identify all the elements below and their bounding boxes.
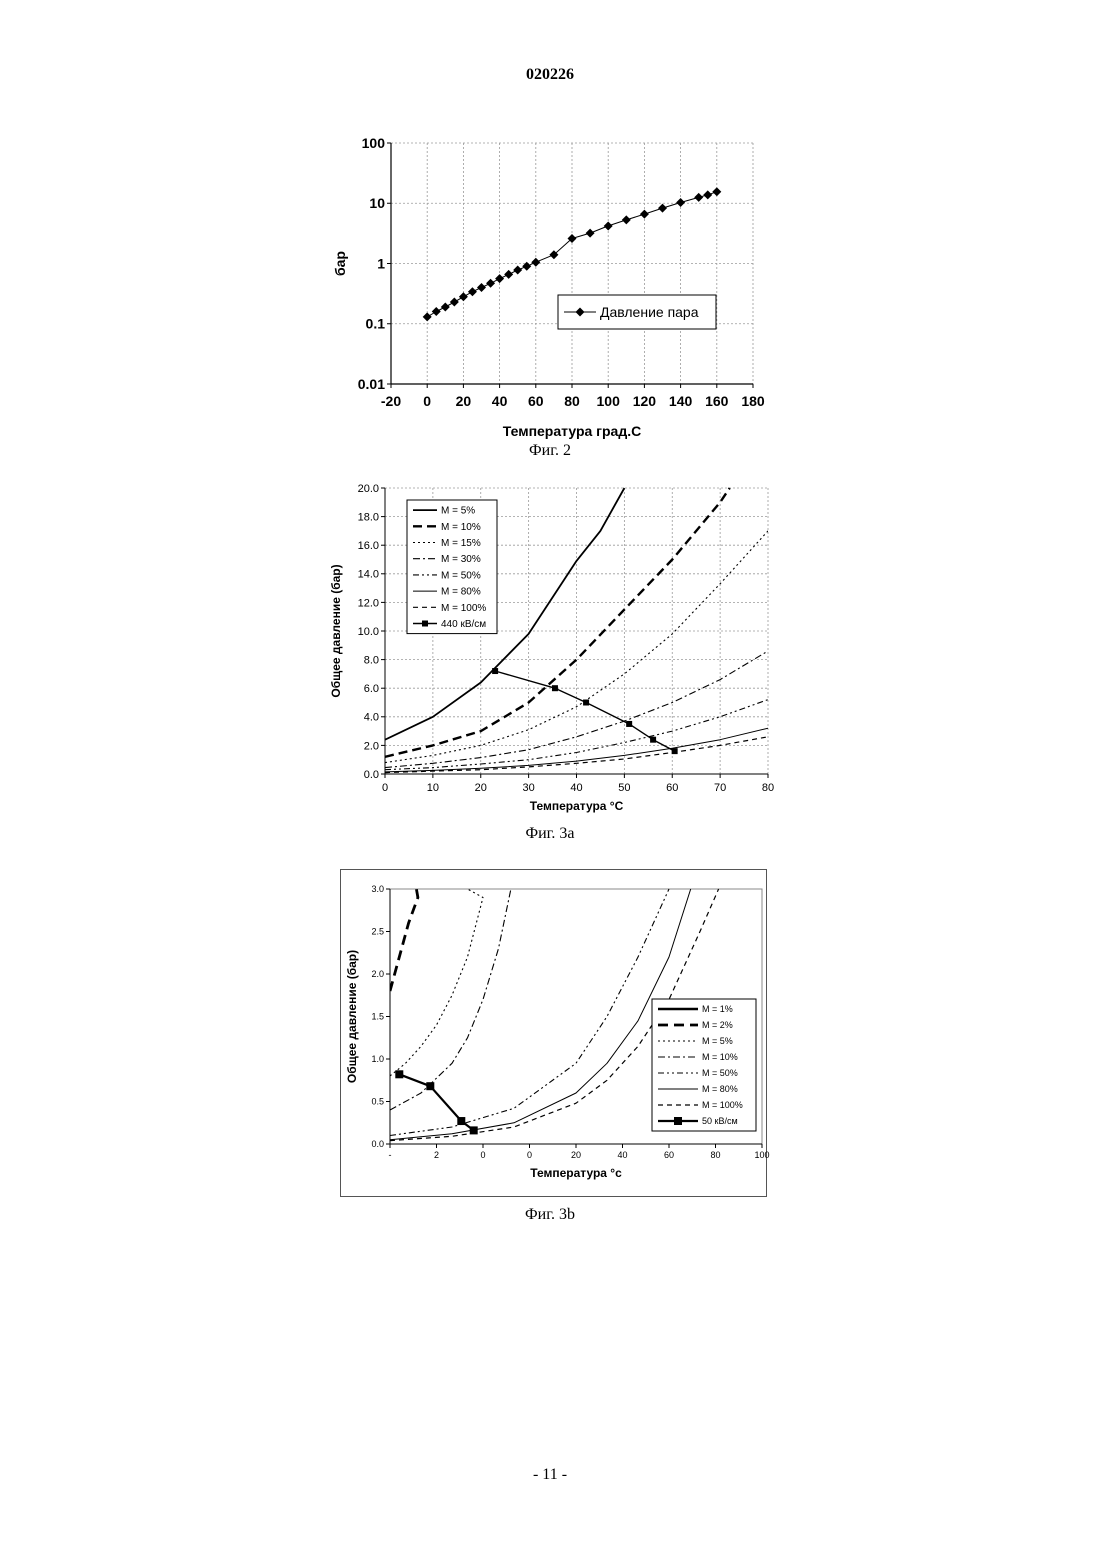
fig3b-x-axis-label: Температура °с <box>530 1166 622 1180</box>
fig3b-chart: -200204060801000.00.51.01.52.02.53.0Темп… <box>0 0 1100 1230</box>
fig3b-y-axis-label: Общее давление (бар) <box>345 950 359 1083</box>
fig3b-x-tick-label: 40 <box>617 1150 627 1160</box>
fig3b-legend-label-3: M = 10% <box>702 1052 738 1062</box>
fig3b-data-point <box>426 1082 434 1090</box>
fig3b-legend-label-2: M = 5% <box>702 1036 733 1046</box>
fig3b-y-tick-label: 1.0 <box>371 1054 384 1064</box>
fig3b-x-tick-label: 80 <box>710 1150 720 1160</box>
page-number: - 11 - <box>0 1466 1100 1484</box>
fig3b-y-tick-label: 2.5 <box>371 927 384 937</box>
fig3b-y-tick-label: 0.5 <box>371 1097 384 1107</box>
fig3b-y-tick-label: 2.0 <box>371 969 384 979</box>
fig3b-legend-label-0: M = 1% <box>702 1004 733 1014</box>
fig3b-x-tick-label: 0 <box>480 1150 485 1160</box>
fig3b-legend-label-5: M = 80% <box>702 1084 738 1094</box>
fig3b-legend-box <box>652 999 756 1131</box>
fig3b-legend-label-6: M = 100% <box>702 1100 743 1110</box>
fig3b-x-tick-label: 100 <box>754 1150 769 1160</box>
fig3b-x-tick-label: 60 <box>664 1150 674 1160</box>
fig3b-legend-label-7: 50 кВ/см <box>702 1116 738 1126</box>
fig3b-x-tick-label: - <box>389 1150 392 1160</box>
fig3b-data-point <box>457 1117 465 1125</box>
fig3b-y-tick-label: 1.5 <box>371 1012 384 1022</box>
fig3b-x-tick-label: 20 <box>571 1150 581 1160</box>
fig3b-x-tick-label: 0 <box>527 1150 532 1160</box>
fig3b-caption: Фиг. 3b <box>0 1206 1100 1224</box>
fig3b-legend-marker <box>674 1117 682 1125</box>
fig3b-legend-label-1: M = 2% <box>702 1020 733 1030</box>
fig3b-x-tick-label: 2 <box>434 1150 439 1160</box>
fig3b-legend-label-4: M = 50% <box>702 1068 738 1078</box>
fig3b-y-tick-label: 3.0 <box>371 884 384 894</box>
fig3b-data-point <box>395 1070 403 1078</box>
fig3b-y-tick-label: 0.0 <box>371 1139 384 1149</box>
fig3b-data-point <box>470 1126 478 1134</box>
